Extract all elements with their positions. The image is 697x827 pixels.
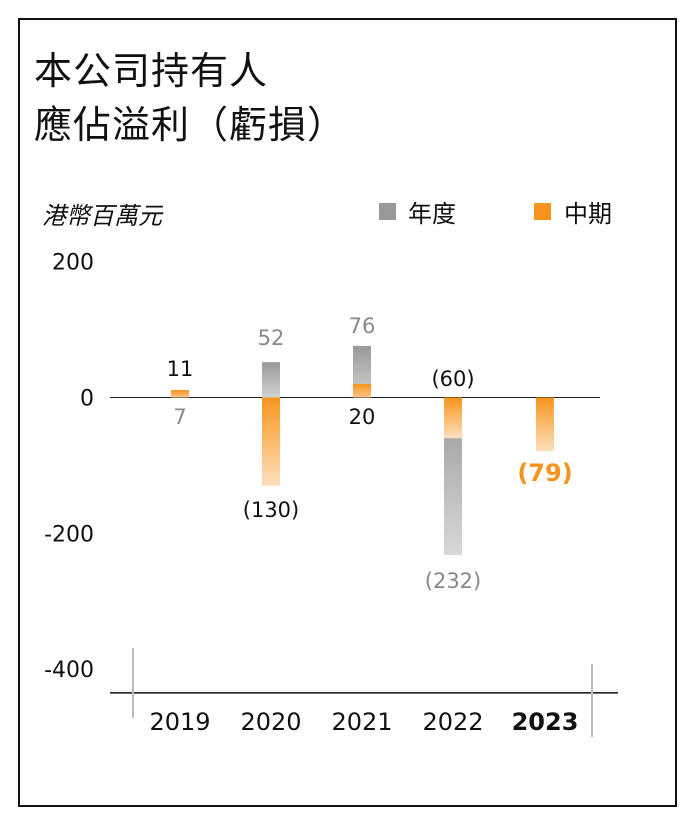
legend-swatch-interim — [534, 203, 551, 220]
x-tick-label-2019: 2019 — [149, 708, 210, 736]
data-label-interim-2021: 20 — [349, 405, 376, 429]
y-tick-label: 0 — [80, 387, 94, 412]
data-label-interim-2022: (60) — [431, 367, 474, 391]
y-tick-label: -400 — [44, 658, 94, 683]
data-label-interim-2023: (79) — [517, 459, 572, 487]
legend-swatch-annual — [379, 203, 396, 220]
data-label-interim-2019: 11 — [167, 357, 194, 381]
y-tick-label: 200 — [52, 251, 94, 276]
chart-title-line-2: 應佔溢利（虧損） — [34, 103, 347, 147]
x-tick-label-2022: 2022 — [422, 708, 483, 736]
bar-annual-2020 — [262, 362, 280, 398]
data-label-annual-2022: (232) — [425, 569, 481, 593]
data-label-annual-2020: 52 — [258, 326, 285, 350]
x-tick-label-2020: 2020 — [240, 708, 301, 736]
x-tick-label-2021: 2021 — [331, 708, 392, 736]
bar-interim-2023 — [536, 397, 554, 452]
bar-interim-2022 — [444, 397, 462, 439]
bar-interim-2021 — [353, 383, 371, 398]
x-tick-label-2023: 2023 — [512, 708, 579, 736]
y-axis-label: 港幣百萬元 — [42, 202, 164, 230]
bar-interim-2019 — [171, 390, 189, 398]
data-label-annual-2019: 7 — [173, 405, 186, 429]
bar-interim-2020 — [262, 397, 280, 486]
data-label-interim-2020: (130) — [243, 498, 299, 522]
chart-frame — [18, 18, 677, 807]
legend-label-annual: 年度 — [408, 200, 456, 228]
legend-label-interim: 中期 — [564, 200, 612, 228]
y-tick-label: -200 — [44, 522, 94, 547]
data-label-annual-2021: 76 — [349, 314, 376, 338]
chart-title-line-1: 本公司持有人 — [34, 49, 269, 93]
chart-title: 本公司持有人 應佔溢利（虧損） — [34, 44, 346, 152]
